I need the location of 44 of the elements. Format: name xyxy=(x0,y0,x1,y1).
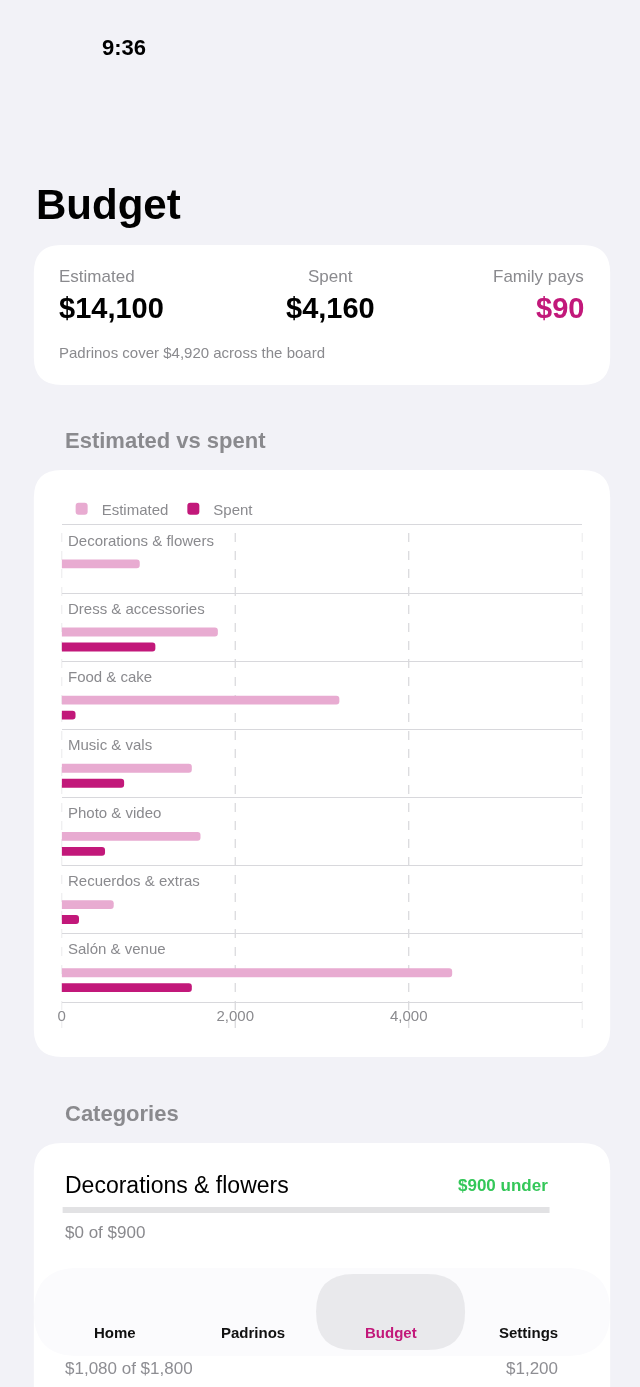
text: Budget xyxy=(36,181,181,228)
bar xyxy=(61,968,453,978)
y-tick-label: Photo & video xyxy=(68,804,162,821)
x-tick-label: 0 xyxy=(57,1007,66,1024)
y-tick-label: Food & cake xyxy=(68,668,153,685)
y-tick-label: Music & vals xyxy=(68,736,153,753)
bar xyxy=(61,642,156,652)
text: $14,100 xyxy=(59,292,164,324)
bar xyxy=(61,900,114,909)
text: Spent xyxy=(308,267,353,286)
text: Home xyxy=(94,1324,136,1341)
bar xyxy=(61,763,192,773)
text: $4,160 xyxy=(286,292,375,324)
y-tick-label: Dress & accessories xyxy=(68,600,205,617)
chart-title: Estimated vs spent xyxy=(65,428,267,453)
legend-label: Spent xyxy=(213,500,254,518)
bar xyxy=(61,695,340,705)
bar xyxy=(61,983,192,993)
bar xyxy=(61,778,125,788)
text: $900 under xyxy=(458,1176,549,1195)
y-tick-label: Recuerdos & extras xyxy=(68,872,200,889)
text: 9:36 xyxy=(102,35,147,60)
y-tick-label: Salón & venue xyxy=(68,940,166,957)
bar xyxy=(61,559,140,569)
text: Family pays xyxy=(493,267,584,286)
text: Categories xyxy=(65,1101,179,1126)
text: Estimated xyxy=(59,267,135,286)
bar xyxy=(61,710,76,720)
bar xyxy=(61,846,106,856)
y-tick-label: Decorations & flowers xyxy=(68,532,214,549)
x-tick-label: 4,000 xyxy=(390,1007,428,1024)
text: $90 xyxy=(536,292,585,324)
legend-label: Estimated xyxy=(101,500,169,518)
bar xyxy=(61,915,79,924)
text: Padrinos xyxy=(221,1324,286,1341)
bar xyxy=(61,627,218,637)
text: $1,200 xyxy=(506,1359,558,1378)
text: Settings xyxy=(499,1324,559,1341)
text: Padrinos cover $4,920 across the board xyxy=(59,344,325,361)
x-tick-label: 2,000 xyxy=(216,1007,254,1024)
text: Budget xyxy=(365,1324,417,1341)
text: $1,080 of $1,800 xyxy=(65,1359,193,1378)
bar xyxy=(61,831,201,841)
text: $0 of $900 xyxy=(65,1223,146,1242)
